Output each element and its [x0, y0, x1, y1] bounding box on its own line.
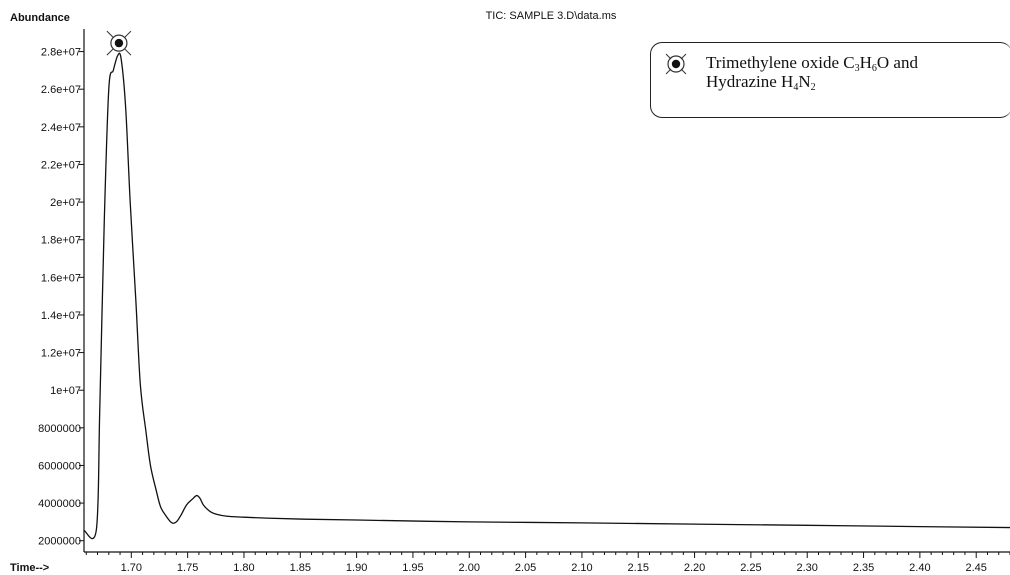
x-tick-label: 1.75	[177, 562, 198, 574]
x-tick-label: 1.90	[346, 562, 367, 574]
y-tick-label: 2e+07	[50, 197, 81, 209]
y-tick-label: 2.4e+07	[41, 122, 81, 134]
x-tick-label: 2.35	[853, 562, 874, 574]
x-tick-label: 2.05	[515, 562, 536, 574]
chart-title: TIC: SAMPLE 3.D\data.ms	[486, 10, 617, 22]
x-tick-label: 1.80	[233, 562, 254, 574]
y-tick-label: 8000000	[38, 423, 81, 435]
x-axis-label: Time-->	[10, 562, 49, 574]
y-tick-label: 2000000	[38, 536, 81, 548]
y-tick-label: 1.4e+07	[41, 310, 81, 322]
tic-series-line	[83, 52, 1010, 540]
x-tick-label: 2.20	[684, 562, 705, 574]
x-tick-label: 2.45	[965, 562, 986, 574]
y-tick-label: 6000000	[38, 460, 81, 472]
x-tick-label: 2.00	[459, 562, 480, 574]
x-ticks: 1.70 1.75 1.80 1.85 1.90 1.95 2.00 2.05 2.10 2.15…	[85, 552, 1010, 574]
y-ticks: 2000000 4000000 6000000 8000000 1e+07 1.2e+07…	[38, 47, 84, 548]
x-tick-label: 1.85	[290, 562, 311, 574]
x-tick-label: 2.25	[740, 562, 761, 574]
x-tick-label: 2.10	[571, 562, 592, 574]
y-tick-label: 2.8e+07	[41, 47, 81, 59]
y-tick-label: 1.8e+07	[41, 235, 81, 247]
y-tick-label: 1e+07	[50, 385, 81, 397]
y-tick-label: 2.6e+07	[41, 84, 81, 96]
x-tick-label: 1.70	[121, 562, 142, 574]
y-tick-label: 1.6e+07	[41, 272, 81, 284]
x-tick-label: 2.30	[797, 562, 818, 574]
peak-marker-icon	[106, 30, 132, 56]
y-tick-label: 2.2e+07	[41, 159, 81, 171]
x-tick-label: 1.95	[402, 562, 423, 574]
y-tick-label: 1.2e+07	[41, 348, 81, 360]
y-axis-label: Abundance	[10, 12, 70, 24]
x-tick-label: 2.15	[628, 562, 649, 574]
y-tick-label: 4000000	[38, 498, 81, 510]
annotation-legend-text: Trimethylene oxide C3H6O and Hydrazine H…	[706, 53, 918, 93]
annotation-legend-box: Trimethylene oxide C3H6O and Hydrazine H…	[650, 42, 1010, 118]
target-marker-icon	[665, 53, 687, 75]
x-tick-label: 2.40	[909, 562, 930, 574]
